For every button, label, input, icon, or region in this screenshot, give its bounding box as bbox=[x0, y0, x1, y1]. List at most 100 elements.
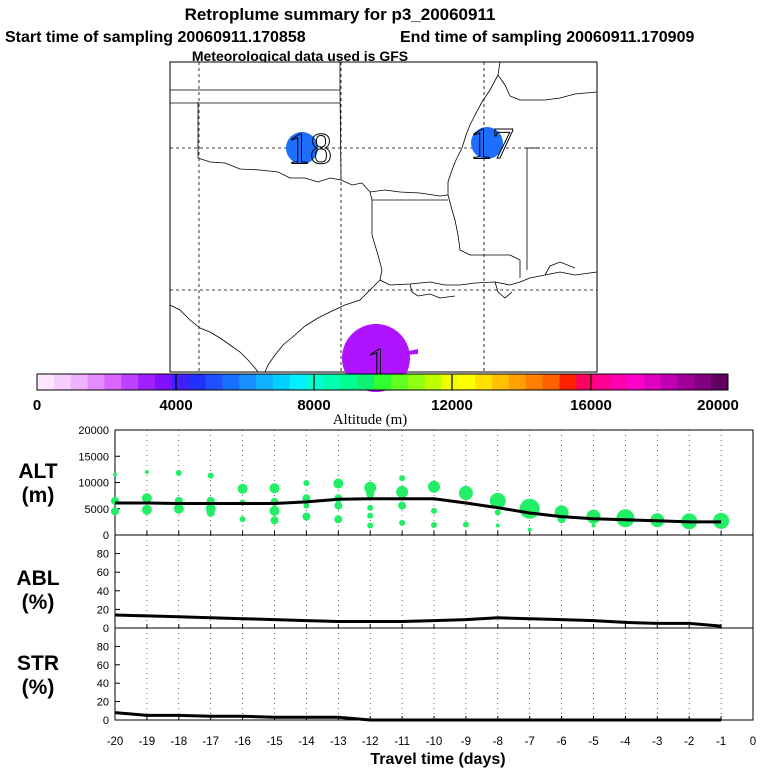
alt-mean-line bbox=[115, 497, 722, 524]
alt-point bbox=[334, 515, 343, 524]
alt-point bbox=[303, 480, 310, 487]
marker-18-label: 18 bbox=[288, 124, 332, 173]
x-tick-label: -10 bbox=[426, 736, 443, 748]
x-tick-label: -5 bbox=[588, 736, 598, 748]
x-tick-label: -1 bbox=[716, 736, 726, 748]
map-boundaries bbox=[169, 61, 598, 373]
abl-ylabel: ABL bbox=[16, 567, 59, 590]
alt-point bbox=[398, 501, 407, 510]
colorbar-swatch bbox=[677, 374, 695, 390]
alt-ylabel: ALT bbox=[18, 460, 57, 483]
alt-point bbox=[431, 522, 437, 529]
x-tick-label: -13 bbox=[330, 736, 347, 748]
alt-point bbox=[489, 492, 506, 509]
alt-point bbox=[333, 478, 344, 489]
x-tick-label: -7 bbox=[525, 736, 535, 748]
x-tick-label: -12 bbox=[362, 736, 379, 748]
str-ylabel-units: (%) bbox=[22, 676, 55, 699]
alt-point bbox=[239, 516, 246, 523]
colorbar-swatch bbox=[694, 374, 712, 390]
x-tick-label: 0 bbox=[750, 736, 756, 748]
alt-point bbox=[367, 522, 374, 529]
str-ytick-label: 0 bbox=[103, 715, 109, 727]
alt-point bbox=[527, 527, 532, 532]
marker-17-label: 17 bbox=[470, 119, 514, 168]
colorbar-swatch bbox=[711, 374, 729, 390]
colorbar-swatch bbox=[357, 374, 375, 390]
alt-point bbox=[519, 498, 540, 519]
colorbar-swatch bbox=[424, 374, 442, 390]
abl-line bbox=[114, 613, 722, 628]
x-tick-label: -15 bbox=[266, 736, 283, 748]
x-tick-label: -2 bbox=[684, 736, 694, 748]
colorbar-label: Altitude (m) bbox=[333, 412, 408, 428]
x-tick-label: -16 bbox=[234, 736, 251, 748]
colorbar-swatch bbox=[660, 374, 678, 390]
colorbar-swatch bbox=[222, 374, 240, 390]
colorbar-tick-8000: 8000 bbox=[297, 397, 330, 414]
x-tick-label: -14 bbox=[298, 736, 315, 748]
alt-point bbox=[334, 501, 343, 510]
x-tick-label: -18 bbox=[170, 736, 187, 748]
altitude-colorbar bbox=[36, 373, 729, 391]
colorbar-swatch bbox=[492, 374, 510, 390]
colorbar-swatch bbox=[53, 374, 72, 390]
x-tick-label: -3 bbox=[652, 736, 662, 748]
colorbar-swatch bbox=[610, 374, 628, 390]
met-data-label: Meteorological data used is GFS bbox=[192, 48, 408, 64]
str-ytick-label: 80 bbox=[97, 641, 109, 653]
alt-point bbox=[113, 472, 117, 477]
timeseries-panels: 20000 15000 10000 5000 0 80 60 40 20 0 80 60 40 20 0 -2… bbox=[78, 425, 756, 748]
colorbar-swatch bbox=[643, 374, 662, 390]
colorbar-frame bbox=[36, 373, 729, 391]
alt-point bbox=[428, 480, 440, 493]
map-graticule bbox=[170, 62, 597, 372]
alt-point bbox=[237, 483, 248, 494]
abl-ytick-label: 40 bbox=[97, 586, 109, 598]
alt-ytick-label: 15000 bbox=[78, 451, 109, 463]
alt-point bbox=[141, 493, 152, 504]
colorbar-swatch bbox=[171, 374, 190, 390]
x-tick-label: -6 bbox=[556, 736, 566, 748]
colorbar-swatch bbox=[188, 374, 207, 390]
map-panel: 18 17 1 bbox=[169, 61, 598, 392]
colorbar-swatch bbox=[475, 374, 493, 390]
colorbar-swatch bbox=[70, 374, 89, 390]
map-frame bbox=[169, 61, 598, 373]
colorbar-tick-0: 0 bbox=[33, 397, 41, 414]
colorbar-swatch bbox=[441, 374, 459, 390]
abl-ytick-label: 0 bbox=[103, 623, 109, 635]
colorbar-swatch bbox=[289, 374, 308, 390]
colorbar-swatch bbox=[272, 374, 291, 390]
x-tick-label: -17 bbox=[202, 736, 219, 748]
str-ytick-label: 60 bbox=[97, 660, 109, 672]
alt-point bbox=[399, 519, 406, 526]
colorbar-tick-12000: 12000 bbox=[431, 397, 473, 414]
alt-point bbox=[303, 502, 310, 509]
colorbar-swatch bbox=[37, 374, 55, 390]
x-axis-label: Travel time (days) bbox=[370, 751, 505, 768]
abl-ytick-label: 20 bbox=[97, 604, 109, 616]
alt-point bbox=[494, 509, 501, 516]
abl-panel: 80 60 40 20 0 bbox=[97, 534, 754, 635]
alt-point bbox=[141, 504, 152, 515]
colorbar-swatch bbox=[121, 374, 139, 390]
colorbar-tick-16000: 16000 bbox=[570, 397, 612, 414]
colorbar-ticks: 0 4000 8000 12000 16000 20000 bbox=[33, 397, 739, 414]
end-time-label: End time of sampling 20060911.170909 bbox=[400, 29, 694, 46]
alt-point bbox=[364, 481, 377, 494]
colorbar-tick-4000: 4000 bbox=[159, 397, 192, 414]
alt-point bbox=[111, 507, 119, 516]
alt-panel: 20000 15000 10000 5000 0 bbox=[78, 425, 754, 542]
alt-point bbox=[144, 470, 149, 474]
start-time-label: Start time of sampling 20060911.170858 bbox=[5, 29, 306, 46]
colorbar-swatch bbox=[542, 374, 560, 390]
str-line bbox=[114, 711, 722, 722]
alt-point bbox=[173, 503, 184, 514]
colorbar-swatch bbox=[104, 374, 122, 390]
alt-point bbox=[269, 505, 280, 516]
map-marker-18: 18 bbox=[286, 124, 333, 174]
colorbar-swatch bbox=[323, 374, 341, 390]
